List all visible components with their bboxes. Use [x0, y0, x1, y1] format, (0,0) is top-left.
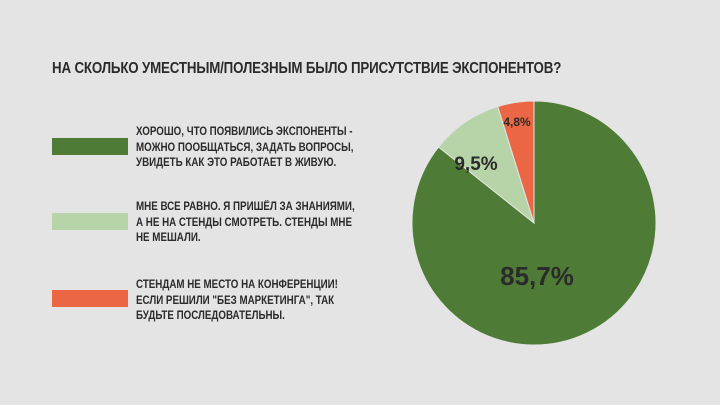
legend-label-1: МНЕ ВСЕ РАВНО. Я ПРИШЁЛ ЗА ЗНАНИЯМИ, А Н…: [136, 201, 355, 244]
legend-swatch-0: [52, 138, 128, 155]
legend-label-0: ХОРОШО, ЧТО ПОЯВИЛИСЬ ЭКСПОНЕНТЫ - МОЖНО…: [136, 126, 354, 169]
legend-swatch-1: [52, 213, 128, 230]
chart-title: НА СКОЛЬКО УМЕСТНЫМ/ПОЛЕЗНЫМ БЫЛО ПРИСУТ…: [52, 60, 562, 77]
legend-swatch-2: [52, 290, 128, 307]
pie-slice-2: [497, 100, 535, 224]
slice-label-0: 85,7%: [500, 261, 574, 291]
slice-label-1: 9,5%: [454, 154, 497, 175]
slice-label-2: 4,8%: [503, 115, 531, 129]
legend-label-2: СТЕНДАМ НЕ МЕСТО НА КОНФЕРЕНЦИИ! ЕСЛИ РЕ…: [136, 279, 338, 322]
